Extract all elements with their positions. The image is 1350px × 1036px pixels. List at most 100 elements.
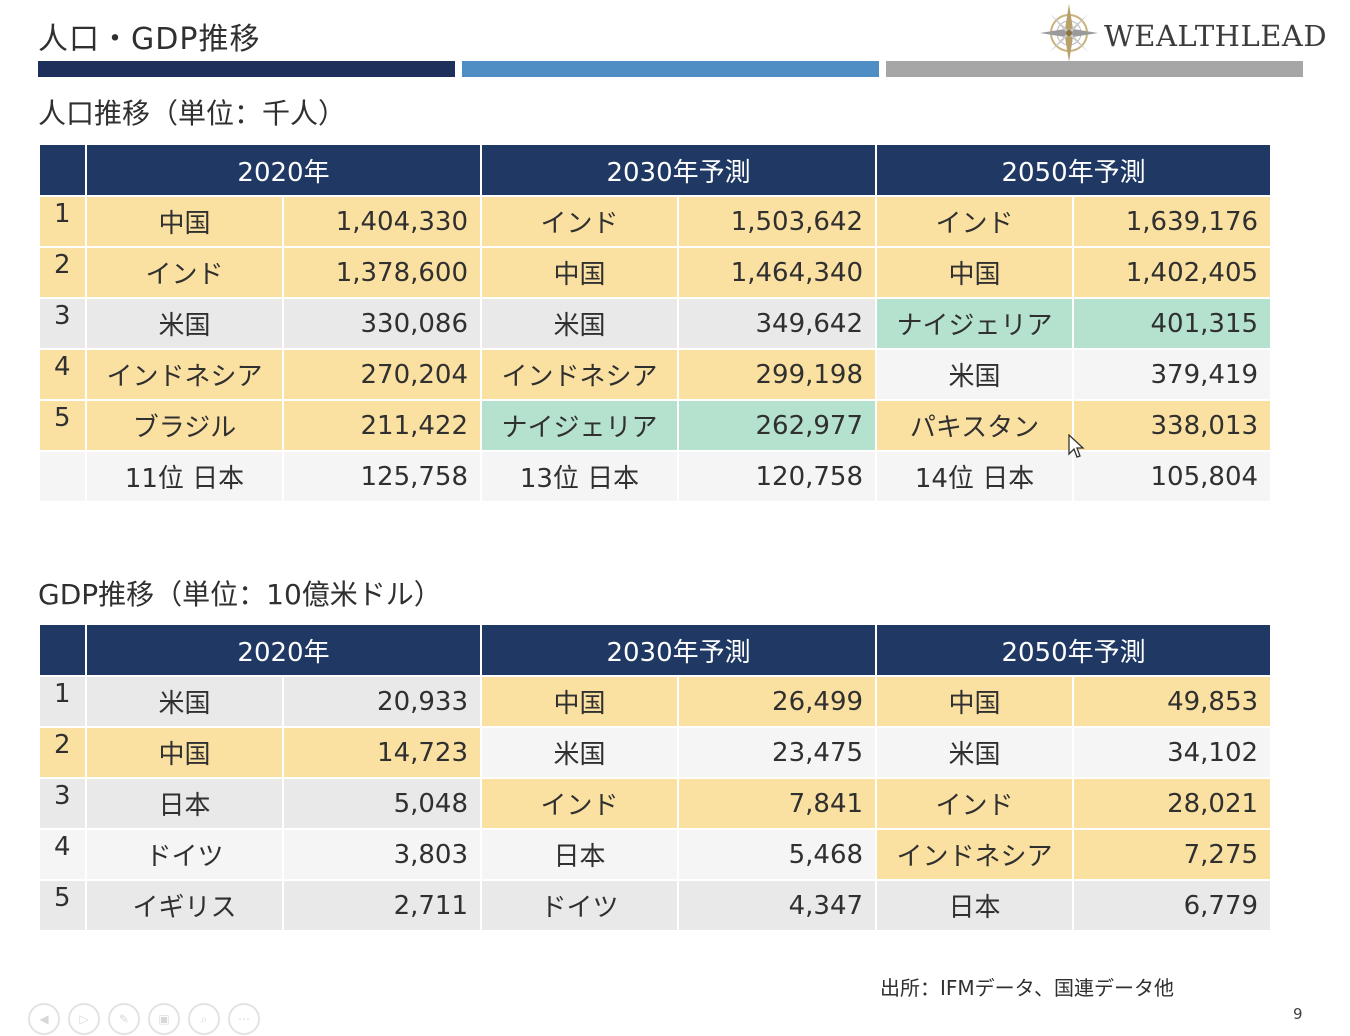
table-row: 5 ブラジル 211,422 ナイジェリア 262,977 パキスタン 338,… (38, 399, 1273, 452)
value-cell: 26,499 (677, 675, 878, 728)
country-cell: インドネシア (875, 828, 1075, 881)
value-cell: 3,803 (281, 828, 483, 881)
country-cell: 日本 (85, 777, 284, 830)
country-cell: 米国 (85, 297, 284, 350)
population-table: 2020年 2030年予測 2050年予測 1 中国 1,404,330 インド… (38, 143, 1273, 503)
country-cell: 中国 (480, 246, 680, 299)
table-row: 3 日本 5,048 インド 7,841 インド 28,021 (38, 777, 1273, 830)
page-number: 9 (1293, 1005, 1303, 1023)
zoom-icon[interactable]: ⌕ (188, 1003, 220, 1035)
value-cell: 49,853 (1072, 675, 1273, 728)
country-cell: 中国 (875, 675, 1075, 728)
value-cell: 262,977 (677, 399, 878, 452)
value-cell: 105,804 (1072, 450, 1273, 503)
country-cell: 日本 (875, 879, 1075, 932)
compass-rose-icon (1040, 4, 1098, 62)
header-rank (38, 143, 87, 197)
country-cell: パキスタン (875, 399, 1075, 452)
value-cell: 6,779 (1072, 879, 1273, 932)
header-2050: 2050年予測 (875, 623, 1273, 677)
rank-cell: 2 (38, 726, 87, 779)
rank-cell: 5 (38, 879, 87, 932)
rank-cell: 2 (38, 246, 87, 299)
rank-cell: 1 (38, 675, 87, 728)
value-cell: 4,347 (677, 879, 878, 932)
logo-wordmark: WEALTHLEAD (1104, 19, 1328, 53)
value-cell: 20,933 (281, 675, 483, 728)
rank-cell: 4 (38, 828, 87, 881)
rank-cell: 3 (38, 297, 87, 350)
value-cell: 1,378,600 (281, 246, 483, 299)
value-cell: 120,758 (677, 450, 878, 503)
value-cell: 349,642 (677, 297, 878, 350)
pen-icon[interactable]: ✎ (108, 1003, 140, 1035)
country-cell: 中国 (85, 726, 284, 779)
table-row: 1 米国 20,933 中国 26,499 中国 49,853 (38, 675, 1273, 728)
table-row: 4 インドネシア 270,204 インドネシア 299,198 米国 379,4… (38, 348, 1273, 401)
country-cell: 米国 (480, 726, 680, 779)
slideshow-controls: ◀ ▷ ✎ ▣ ⌕ ⋯ (28, 1003, 268, 1035)
country-cell: インド (480, 195, 680, 248)
country-cell: ブラジル (85, 399, 284, 452)
country-cell: 日本 (480, 828, 680, 881)
accent-bar-blue (462, 61, 879, 77)
country-cell: インド (85, 246, 284, 299)
value-cell: 14,723 (281, 726, 483, 779)
population-section-title: 人口推移（単位：千人） (38, 97, 347, 130)
country-cell: 米国 (875, 348, 1075, 401)
country-cell: インドネシア (480, 348, 680, 401)
value-cell: 299,198 (677, 348, 878, 401)
more-icon[interactable]: ⋯ (228, 1003, 260, 1035)
slides-icon[interactable]: ▣ (148, 1003, 180, 1035)
value-cell: 270,204 (281, 348, 483, 401)
country-cell: 中国 (480, 675, 680, 728)
country-cell: インドネシア (85, 348, 284, 401)
value-cell: 1,404,330 (281, 195, 483, 248)
value-cell: 7,841 (677, 777, 878, 830)
table-row: 5 イギリス 2,711 ドイツ 4,347 日本 6,779 (38, 879, 1273, 932)
country-cell: 中国 (875, 246, 1075, 299)
rank-cell: 1 (38, 195, 87, 248)
value-cell: 379,419 (1072, 348, 1273, 401)
table-header-row: 2020年 2030年予測 2050年予測 (38, 623, 1273, 677)
country-cell: 13位 日本 (480, 450, 680, 503)
country-cell: 11位 日本 (85, 450, 284, 503)
country-cell: インド (875, 195, 1075, 248)
header-2020: 2020年 (84, 623, 483, 677)
table-header-row: 2020年 2030年予測 2050年予測 (38, 143, 1273, 197)
country-cell: ナイジェリア (875, 297, 1075, 350)
country-cell: インド (875, 777, 1075, 830)
table-row: 2 インド 1,378,600 中国 1,464,340 中国 1,402,40… (38, 246, 1273, 299)
gdp-section-title: GDP推移（単位：10億米ドル） (38, 578, 442, 611)
table-row: 4 ドイツ 3,803 日本 5,468 インドネシア 7,275 (38, 828, 1273, 881)
value-cell: 2,711 (281, 879, 483, 932)
header-2030: 2030年予測 (480, 623, 878, 677)
rank-cell: 5 (38, 399, 87, 452)
rank-cell (38, 450, 87, 503)
gdp-table: 2020年 2030年予測 2050年予測 1 米国 20,933 中国 26,… (38, 623, 1273, 932)
value-cell: 1,464,340 (677, 246, 878, 299)
value-cell: 211,422 (281, 399, 483, 452)
header-2050: 2050年予測 (875, 143, 1273, 197)
country-cell: ドイツ (480, 879, 680, 932)
country-cell: インド (480, 777, 680, 830)
value-cell: 338,013 (1072, 399, 1273, 452)
play-icon[interactable]: ▷ (68, 1003, 100, 1035)
header-2030: 2030年予測 (480, 143, 878, 197)
value-cell: 1,503,642 (677, 195, 878, 248)
header-2020: 2020年 (84, 143, 483, 197)
country-cell: 米国 (85, 675, 284, 728)
source-note: 出所：IFMデータ、国連データ他 (880, 976, 1175, 1000)
prev-icon[interactable]: ◀ (28, 1003, 60, 1035)
value-cell: 23,475 (677, 726, 878, 779)
country-cell: 米国 (480, 297, 680, 350)
value-cell: 125,758 (281, 450, 483, 503)
country-cell: 14位 日本 (875, 450, 1075, 503)
country-cell: ナイジェリア (480, 399, 680, 452)
slide-title: 人口・GDP推移 (38, 22, 261, 57)
value-cell: 401,315 (1072, 297, 1273, 350)
value-cell: 28,021 (1072, 777, 1273, 830)
table-row: 3 米国 330,086 米国 349,642 ナイジェリア 401,315 (38, 297, 1273, 350)
table-row: 11位 日本 125,758 13位 日本 120,758 14位 日本 105… (38, 450, 1273, 503)
country-cell: 中国 (85, 195, 284, 248)
